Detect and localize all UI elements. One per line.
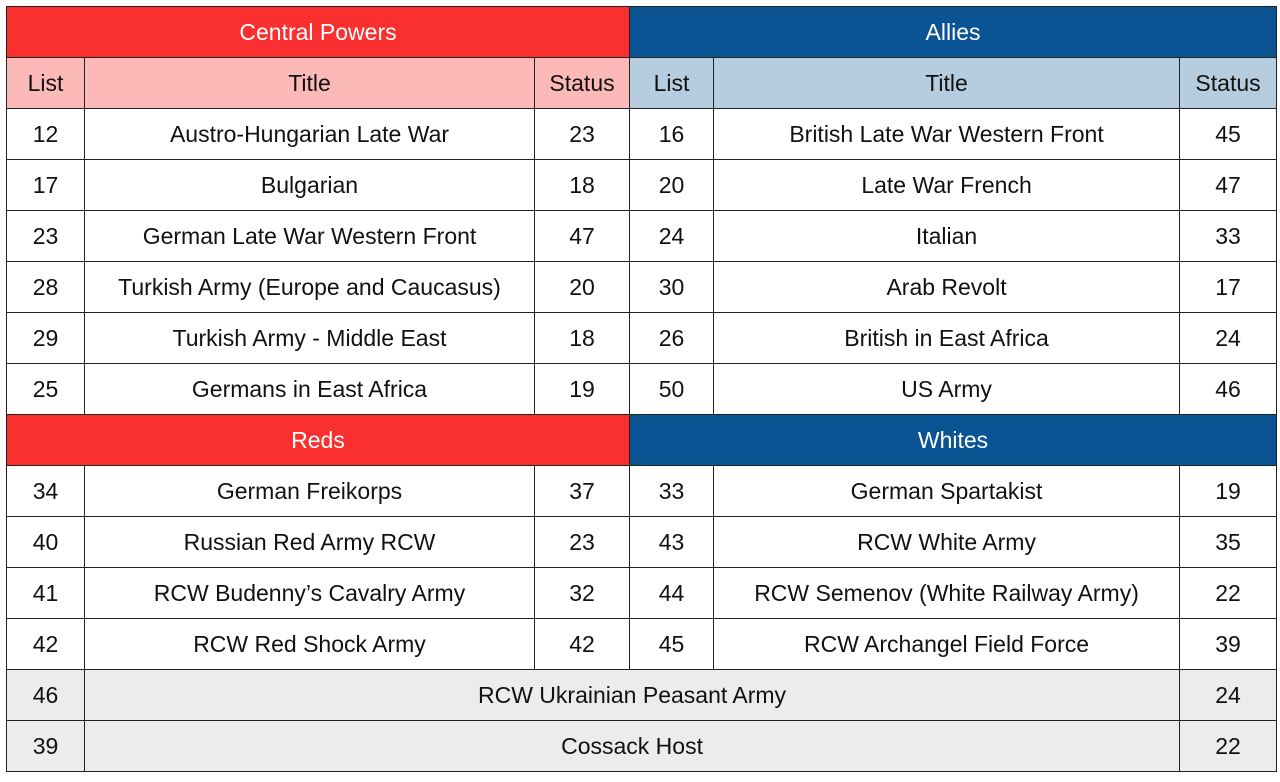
left-status-cell: 37 [533, 465, 631, 517]
table-row-neutral: 46 RCW Ukrainian Peasant Army 24 [6, 669, 1278, 721]
right-status-cell: 19 [1179, 465, 1278, 517]
left-title-cell: Germans in East Africa [84, 363, 535, 415]
right-status-cell: 35 [1179, 516, 1278, 568]
table-row: 29 Turkish Army - Middle East 18 26 Brit… [6, 312, 1278, 364]
army-lists-sheet: Central Powers Allies List Title Status … [5, 6, 1278, 772]
right-status-cell: 47 [1179, 159, 1278, 211]
status-cell: 24 [1179, 669, 1278, 721]
left-status-cell: 23 [533, 516, 631, 568]
left-list-cell: 25 [6, 363, 85, 415]
table-row: 12 Austro-Hungarian Late War 23 16 Briti… [6, 108, 1278, 160]
right-list-cell: 50 [629, 363, 715, 415]
left-title-cell: Russian Red Army RCW [84, 516, 535, 568]
list-cell: 46 [6, 669, 85, 721]
table-row: 40 Russian Red Army RCW 23 43 RCW White … [6, 516, 1278, 568]
table-row: 42 RCW Red Shock Army 42 45 RCW Archange… [6, 618, 1278, 670]
group-header-whites: Whites [629, 414, 1278, 466]
left-title-cell: Bulgarian [84, 159, 535, 211]
right-title-cell: British in East Africa [713, 312, 1181, 364]
table-row-neutral: 39 Cossack Host 22 [6, 720, 1278, 772]
left-list-cell: 17 [6, 159, 85, 211]
right-list-cell: 24 [629, 210, 715, 262]
left-title-cell: Austro-Hungarian Late War [84, 108, 535, 160]
left-status-cell: 47 [533, 210, 631, 262]
column-header-list: List [629, 57, 715, 109]
left-title-cell: German Freikorps [84, 465, 535, 517]
left-list-cell: 28 [6, 261, 85, 313]
right-status-cell: 17 [1179, 261, 1278, 313]
right-list-cell: 26 [629, 312, 715, 364]
table-row: 28 Turkish Army (Europe and Caucasus) 20… [6, 261, 1278, 313]
left-list-cell: 34 [6, 465, 85, 517]
status-cell: 22 [1179, 720, 1278, 772]
right-list-cell: 16 [629, 108, 715, 160]
right-list-cell: 43 [629, 516, 715, 568]
left-status-cell: 18 [533, 159, 631, 211]
group-header-reds: Reds [5, 414, 631, 466]
right-status-cell: 24 [1179, 312, 1278, 364]
right-title-cell: German Spartakist [713, 465, 1181, 517]
left-status-cell: 23 [533, 108, 631, 160]
left-status-cell: 20 [533, 261, 631, 313]
right-status-cell: 46 [1179, 363, 1278, 415]
right-list-cell: 33 [629, 465, 715, 517]
right-list-cell: 20 [629, 159, 715, 211]
table-row: 17 Bulgarian 18 20 Late War French 47 [6, 159, 1278, 211]
table-row: 41 RCW Budenny’s Cavalry Army 32 44 RCW … [6, 567, 1278, 619]
right-list-cell: 44 [629, 567, 715, 619]
column-header-row: List Title Status List Title Status [6, 57, 1278, 109]
right-list-cell: 45 [629, 618, 715, 670]
right-title-cell: RCW White Army [713, 516, 1181, 568]
left-list-cell: 42 [6, 618, 85, 670]
group-header-allies: Allies [629, 6, 1278, 58]
column-header-title: Title [84, 57, 535, 109]
left-title-cell: German Late War Western Front [84, 210, 535, 262]
title-cell: Cossack Host [83, 720, 1181, 772]
left-list-cell: 29 [6, 312, 85, 364]
group-header-row: Central Powers Allies [5, 6, 1278, 58]
column-header-title: Title [713, 57, 1181, 109]
right-status-cell: 39 [1179, 618, 1278, 670]
right-title-cell: Arab Revolt [713, 261, 1181, 313]
army-lists-table: Central Powers Allies List Title Status … [5, 6, 1278, 772]
left-status-cell: 42 [533, 618, 631, 670]
left-list-cell: 40 [6, 516, 85, 568]
left-title-cell: Turkish Army (Europe and Caucasus) [84, 261, 535, 313]
right-title-cell: Italian [713, 210, 1181, 262]
column-header-list: List [6, 57, 85, 109]
table-row: 34 German Freikorps 37 33 German Spartak… [6, 465, 1278, 517]
right-title-cell: RCW Archangel Field Force [713, 618, 1181, 670]
left-title-cell: RCW Red Shock Army [84, 618, 535, 670]
column-header-status: Status [533, 57, 631, 109]
right-status-cell: 33 [1179, 210, 1278, 262]
column-header-status: Status [1179, 57, 1278, 109]
right-title-cell: RCW Semenov (White Railway Army) [713, 567, 1181, 619]
title-cell: RCW Ukrainian Peasant Army [83, 669, 1181, 721]
left-status-cell: 19 [533, 363, 631, 415]
list-cell: 39 [6, 720, 85, 772]
group-header-row: Reds Whites [5, 414, 1278, 466]
table-row: 23 German Late War Western Front 47 24 I… [6, 210, 1278, 262]
right-list-cell: 30 [629, 261, 715, 313]
left-list-cell: 41 [6, 567, 85, 619]
right-title-cell: British Late War Western Front [713, 108, 1181, 160]
right-title-cell: US Army [713, 363, 1181, 415]
left-title-cell: RCW Budenny’s Cavalry Army [84, 567, 535, 619]
left-status-cell: 32 [533, 567, 631, 619]
left-status-cell: 18 [533, 312, 631, 364]
right-status-cell: 45 [1179, 108, 1278, 160]
right-title-cell: Late War French [713, 159, 1181, 211]
right-status-cell: 22 [1179, 567, 1278, 619]
left-title-cell: Turkish Army - Middle East [84, 312, 535, 364]
table-row: 25 Germans in East Africa 19 50 US Army … [6, 363, 1278, 415]
left-list-cell: 23 [6, 210, 85, 262]
left-list-cell: 12 [6, 108, 85, 160]
group-header-central-powers: Central Powers [5, 6, 631, 58]
